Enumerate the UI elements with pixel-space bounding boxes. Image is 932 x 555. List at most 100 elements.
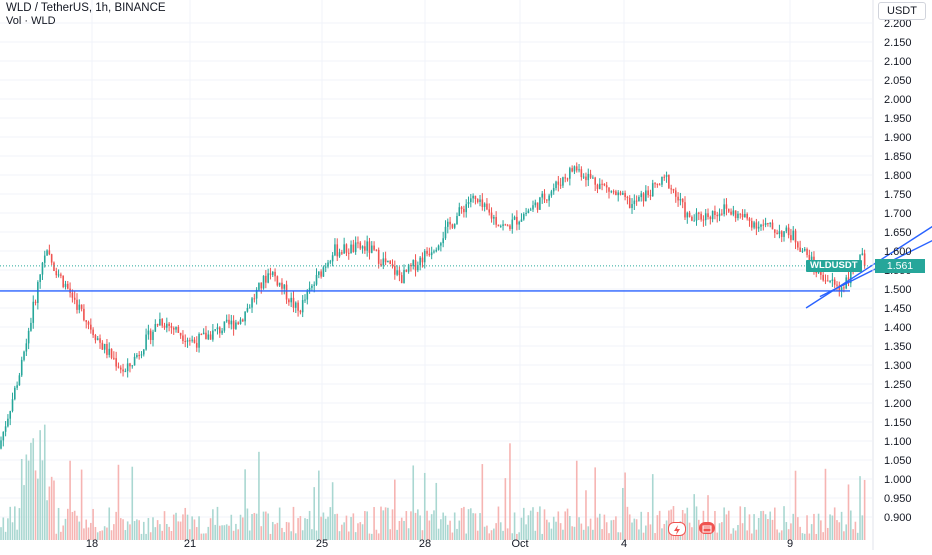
candle-body [700, 213, 702, 220]
volume-bar [193, 519, 196, 540]
volume-bar [391, 509, 394, 540]
volume-bar [704, 531, 707, 540]
candle-body [474, 195, 477, 199]
candle-body [85, 320, 88, 322]
candle-body [426, 250, 428, 254]
candle-body [407, 264, 410, 272]
candle-body [265, 275, 267, 283]
candle-body [608, 187, 610, 192]
candle-body [780, 231, 783, 237]
volume-bar [230, 514, 233, 540]
drawings[interactable] [0, 225, 932, 309]
volume-bar [430, 514, 433, 540]
volume-bar [645, 525, 647, 540]
candle-body [610, 191, 613, 193]
lightning-icon[interactable] [668, 522, 686, 536]
candle-body [640, 193, 643, 198]
candle-body [142, 349, 145, 355]
price-axis[interactable]: 2.200 2.150 2.100 2.050 2.000 1.950 1.900 1.850… [884, 18, 912, 524]
candle-body [124, 371, 127, 373]
candle-body [271, 271, 274, 275]
volume-bar [520, 517, 523, 540]
candle-body [739, 213, 742, 215]
candle-body [437, 245, 440, 250]
candle-body [704, 213, 707, 221]
candle-body [631, 204, 633, 208]
volume-bar [433, 510, 435, 540]
candle-body [672, 188, 675, 191]
price-tick-label: 1.750 [884, 189, 912, 201]
candle-body [11, 399, 14, 412]
candle-body [774, 229, 776, 233]
candle-body [716, 214, 719, 217]
volume-bar [790, 523, 792, 540]
candle-body [730, 211, 732, 215]
candle-body [410, 264, 412, 267]
candle-body [483, 203, 486, 207]
volume-bar [306, 518, 309, 540]
volume-bar [440, 519, 442, 540]
candle-body [711, 211, 714, 220]
calendar-events-icon[interactable] [699, 522, 715, 534]
volume-legend: Vol · WLD [6, 15, 56, 27]
volume-bar [698, 519, 700, 540]
candle-body [642, 193, 645, 202]
candle-body [41, 262, 44, 275]
volume-bar [251, 514, 253, 540]
candle-body [391, 264, 394, 267]
candle-body [25, 343, 28, 352]
candle-body [258, 282, 260, 290]
candle-body [209, 334, 212, 340]
volume-bar [0, 527, 2, 540]
volume-bar [493, 528, 495, 540]
volume-bar [619, 532, 622, 540]
candle-body [299, 310, 302, 313]
candle-body [799, 247, 801, 252]
volume-bar [324, 518, 327, 540]
candle-body [628, 197, 631, 208]
volume-bar [73, 510, 76, 540]
volume-bar [764, 514, 767, 540]
candle-body [43, 255, 46, 263]
candle-body [831, 279, 834, 281]
currency-button[interactable]: USDT [878, 2, 926, 20]
candle-body [603, 183, 606, 186]
time-axis[interactable]: 18 21 25 28 Oct 4 9 [86, 538, 793, 550]
volume-bar [396, 529, 398, 540]
volume-bar [481, 464, 484, 540]
volume-bar [792, 513, 795, 540]
candle-body [472, 195, 474, 199]
volume-bar [780, 530, 783, 540]
candle-body [792, 230, 795, 241]
volume-bar [361, 524, 364, 540]
volume-bar [483, 526, 486, 540]
volume-bar [110, 530, 113, 540]
candle-body [184, 341, 187, 343]
candle-body [605, 185, 608, 188]
volume-bar [582, 529, 585, 540]
volume-bar [548, 522, 550, 540]
candle-body [511, 219, 514, 229]
volume-bar [585, 490, 587, 540]
volume-bar [838, 522, 841, 540]
volume-bar [60, 531, 62, 540]
candle-body [594, 177, 596, 185]
candle-body [463, 208, 465, 213]
volume-bar [826, 527, 829, 540]
volume-bar [389, 529, 392, 540]
volume-bar [126, 521, 129, 540]
volume-bar [292, 506, 295, 540]
time-tick-label: 9 [787, 538, 793, 550]
candle-body [801, 250, 804, 252]
candle-body [345, 244, 348, 253]
candle-body [117, 366, 120, 368]
symbol-price-label: WLDUSDT [806, 260, 862, 272]
candle-body [778, 231, 781, 234]
price-tick-label: 2.100 [884, 56, 912, 68]
volume-bar [239, 514, 242, 540]
candle-body [451, 224, 454, 228]
candle-body [479, 199, 481, 203]
volume-bar [113, 524, 115, 540]
